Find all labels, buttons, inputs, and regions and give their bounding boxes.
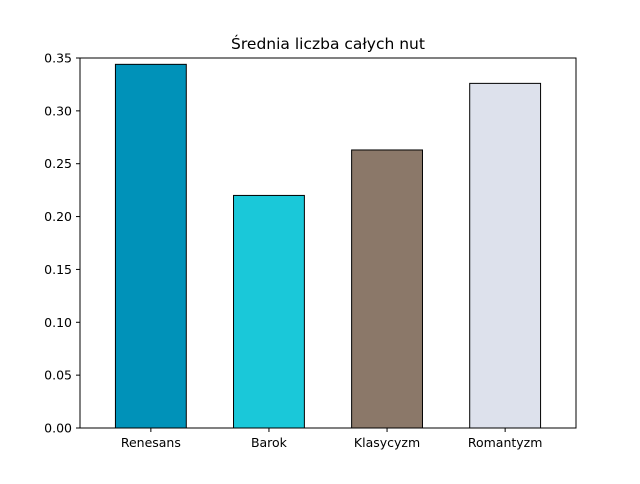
x-tick-label: Barok <box>251 435 288 450</box>
x-tick-label: Klasycyzm <box>354 435 420 450</box>
y-tick-label: 0.20 <box>44 209 72 224</box>
y-tick-label: 0.25 <box>44 156 72 171</box>
y-tick-label: 0.35 <box>44 51 72 66</box>
x-axis: Renesans Barok Klasycyzm Romantyzm <box>121 428 543 450</box>
y-tick-label: 0.00 <box>44 421 72 436</box>
y-axis: 0.00 0.05 0.10 0.15 0.20 0.25 0.30 0.35 <box>44 51 80 436</box>
y-tick-label: 0.05 <box>44 368 72 383</box>
y-tick-label: 0.30 <box>44 103 72 118</box>
bar-klasycyzm <box>351 149 423 429</box>
plot-area-frame <box>79 57 577 429</box>
bars-layer <box>114 63 542 429</box>
bar-barok <box>233 194 305 429</box>
bar-renesans <box>114 63 187 429</box>
bar-romantyzm <box>469 82 542 429</box>
x-tick-label: Renesans <box>121 435 181 450</box>
y-tick-label: 0.10 <box>44 315 72 330</box>
x-tick-label: Romantyzm <box>468 435 543 450</box>
chart-title: Średnia liczba całych nut <box>231 34 425 53</box>
y-tick-label: 0.15 <box>44 262 72 277</box>
